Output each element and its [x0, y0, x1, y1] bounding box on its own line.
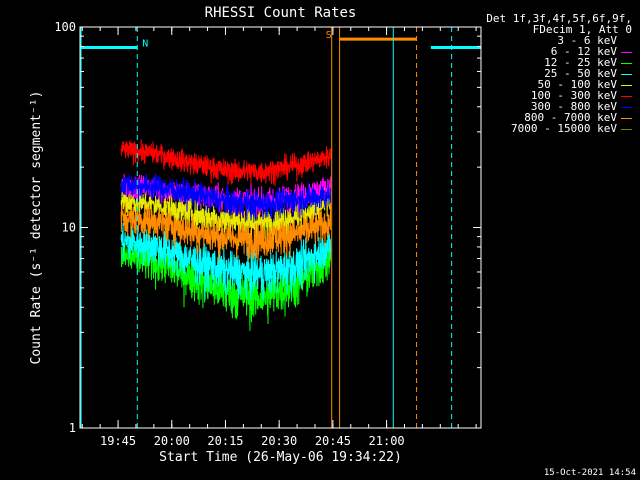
series-line-5 [120, 139, 332, 187]
legend-title-line-1: Det 1f,3f,4f,5f,6f,9f, [486, 12, 632, 25]
legend-label: 800 - 7000 keV [524, 111, 617, 124]
legend-swatch [621, 117, 632, 119]
x-tick-label: 21:00 [369, 434, 405, 448]
x-axis-label: Start Time (26-May-06 19:34:22) [159, 450, 402, 465]
legend-label: 25 - 50 keV [544, 67, 617, 80]
legend-swatch [621, 40, 632, 42]
x-tick-label: 20:00 [154, 434, 190, 448]
interval-label-s: S [326, 30, 332, 41]
series-line-3 [120, 222, 332, 301]
legend-label: 6 - 12 keV [550, 45, 617, 58]
legend: Det 1f,3f,4f,5f,6f,9f, FDecim 1, Att 0 3… [486, 13, 632, 134]
legend-item-2: 12 - 25 keV [486, 57, 632, 68]
x-tick-label: 20:30 [261, 434, 297, 448]
legend-label: 300 - 800 keV [530, 100, 617, 113]
legend-label: 3 - 6 keV [557, 34, 617, 47]
legend-item-7: 800 - 7000 keV [486, 112, 632, 123]
y-axis-label: Count Rate (s⁻¹ detector segment⁻¹) [29, 91, 44, 365]
legend-swatch [621, 51, 632, 53]
legend-label: 50 - 100 keV [537, 78, 617, 91]
y-tick-label: 10 [62, 221, 76, 235]
legend-title-line-2: FDecim 1, Att 0 [532, 23, 632, 36]
y-tick-label: 1 [69, 421, 76, 435]
series-line-0 [120, 277, 332, 377]
legend-swatch [621, 95, 632, 97]
x-tick-label: 20:15 [207, 434, 243, 448]
legend-item-8: 7000 - 15000 keV [486, 123, 632, 134]
legend-swatch [621, 84, 632, 86]
legend-swatch [621, 73, 632, 75]
x-tick-label: 20:45 [315, 434, 351, 448]
legend-swatch [621, 128, 632, 130]
x-tick-label: 19:45 [100, 434, 136, 448]
series-line-6 [120, 173, 332, 222]
legend-label: 100 - 300 keV [530, 89, 617, 102]
legend-label: 7000 - 15000 keV [511, 122, 617, 135]
legend-item-6: 300 - 800 keV [486, 101, 632, 112]
legend-item-3: 25 - 50 keV [486, 68, 632, 79]
legend-label: 12 - 25 keV [544, 56, 617, 69]
chart-title: RHESSI Count Rates [205, 5, 357, 21]
legend-item-1: 6 - 12 keV [486, 46, 632, 57]
legend-item-0: 3 - 6 keV [486, 35, 632, 46]
series-line-4 [120, 187, 332, 247]
legend-item-5: 100 - 300 keV [486, 90, 632, 101]
legend-swatch [621, 62, 632, 64]
timestamp: 15-Oct-2021 14:54 [543, 468, 636, 478]
y-tick-label: 100 [54, 20, 76, 34]
series-line-7 [120, 202, 332, 261]
legend-swatch [621, 106, 632, 108]
legend-item-4: 50 - 100 keV [486, 79, 632, 90]
interval-label-n: N [142, 39, 148, 50]
